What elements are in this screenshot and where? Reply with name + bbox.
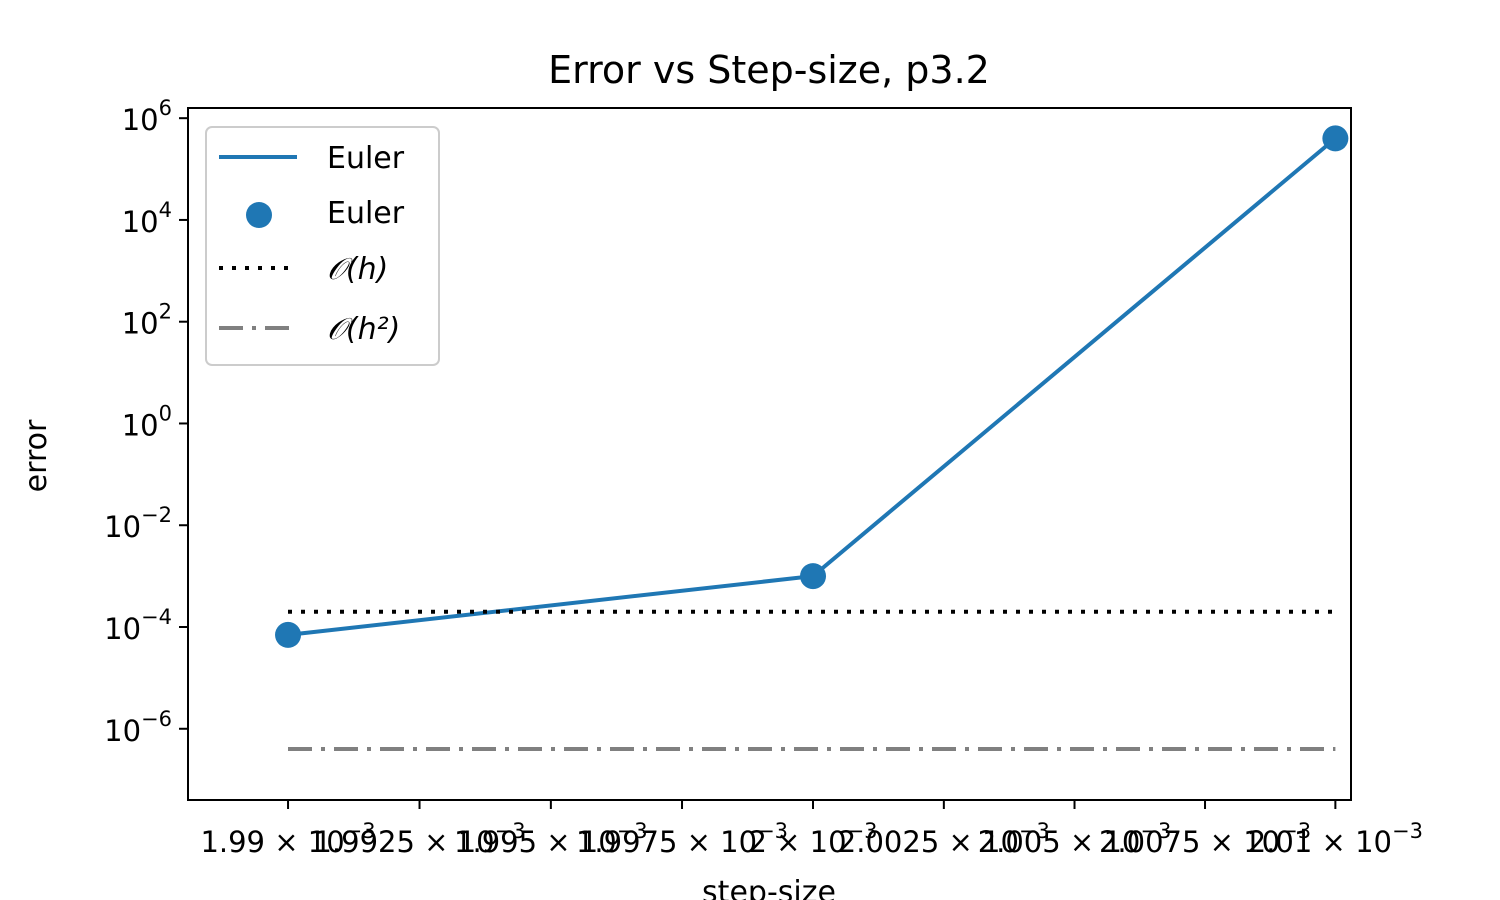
x-tick-label: 1.995 × 10−3 — [454, 819, 648, 859]
x-tick-label: 1.9925 × 10−3 — [313, 819, 525, 859]
x-axis-label: step-size — [702, 875, 836, 900]
x-tick-label: 2 × 10−3 — [748, 819, 877, 859]
legend-marker-swatch — [246, 202, 272, 228]
legend-entry-label: Euler — [327, 196, 405, 231]
y-tick-label: 106 — [122, 96, 172, 137]
x-tick-label: 2.005 × 10−3 — [978, 819, 1172, 859]
plot-frame — [187, 107, 1352, 801]
y-axis-ticks: 106 104 102 100 10−2 10−4 10−6 — [104, 96, 188, 748]
euler-marker-point — [800, 563, 827, 590]
series-layer — [275, 125, 1349, 751]
legend: Euler Euler 𝒪(h) 𝒪(h²) — [205, 126, 440, 366]
legend-box — [205, 126, 440, 366]
x-tick-label: 2.01 × 10−3 — [1248, 819, 1423, 859]
y-tick-label: 104 — [122, 198, 172, 239]
y-tick-label: 10−2 — [104, 503, 172, 544]
legend-entry-label: 𝒪(h²) — [327, 312, 400, 347]
y-tick-label: 10−4 — [104, 605, 172, 646]
euler-marker-point — [275, 621, 302, 648]
chart-title: Error vs Step-size, p3.2 — [548, 48, 990, 92]
euler-marker-point — [1322, 125, 1349, 152]
x-tick-label: 1.99 × 10−3 — [200, 819, 375, 859]
legend-entry-label: Euler — [327, 141, 405, 176]
y-tick-label: 100 — [122, 401, 172, 442]
y-tick-label: 102 — [122, 300, 172, 341]
y-axis-label: error — [19, 419, 54, 492]
legend-entry-label: 𝒪(h) — [327, 252, 388, 287]
x-tick-label: 2.0075 × 10−3 — [1099, 819, 1311, 859]
x-tick-label: 2.0025 × 10−3 — [838, 819, 1050, 859]
y-tick-label: 10−6 — [104, 707, 172, 748]
x-axis-ticks: 1.99 × 10−31.9925 × 10−31.995 × 10−31.99… — [200, 800, 1423, 859]
x-tick-label: 1.9975 × 10−3 — [576, 819, 788, 859]
